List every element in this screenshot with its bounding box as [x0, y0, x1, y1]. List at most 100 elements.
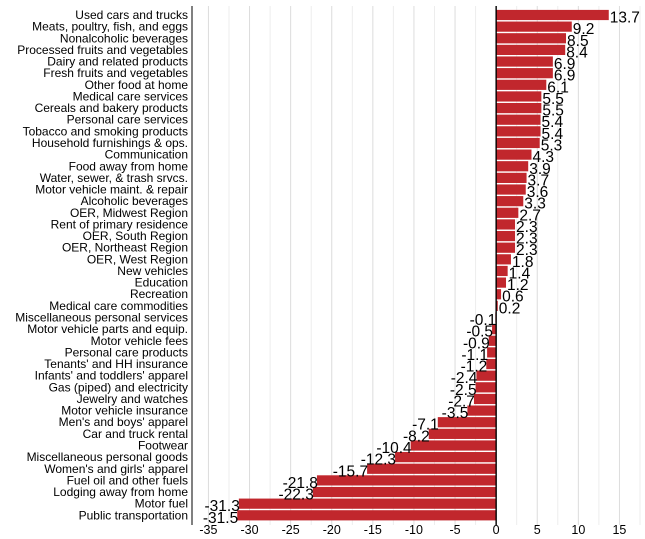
value-label: 1.4 [509, 265, 531, 282]
bars [237, 9, 609, 521]
value-label: -12.3 [361, 452, 396, 469]
category-label: Personal care products [65, 345, 188, 359]
value-label: -15.7 [333, 463, 368, 480]
x-tick-label: -15 [364, 523, 382, 537]
bar [475, 382, 497, 393]
category-label: Medical care commodities [49, 299, 188, 313]
value-label: 5.4 [542, 114, 564, 131]
value-label: 3.6 [527, 184, 549, 201]
x-tick-label: -35 [199, 523, 217, 537]
category-label: Footwear [138, 438, 188, 452]
bar [496, 137, 540, 149]
bar [496, 289, 502, 300]
value-label: 2.3 [516, 231, 538, 248]
value-label: -1.2 [461, 359, 488, 376]
bar [496, 161, 529, 172]
value-label: 8.5 [567, 33, 589, 50]
value-label: -0.5 [466, 324, 493, 341]
bar [496, 184, 526, 195]
value-label: 3.9 [529, 161, 551, 178]
category-label: Food away from home [69, 159, 189, 173]
value-label: 0.6 [502, 289, 524, 306]
value-label: 5.5 [542, 103, 564, 120]
bar [496, 21, 572, 32]
value-label: -3.5 [442, 405, 469, 422]
bar [496, 44, 566, 56]
category-label: Household furnishings & ops. [32, 136, 188, 150]
bar [486, 358, 497, 370]
category-label: Alcoholic beverages [81, 194, 188, 208]
bar [488, 335, 497, 346]
category-label: Motor vehicle fees [91, 334, 188, 348]
value-label: 3.3 [524, 196, 546, 213]
category-label: Education [135, 276, 188, 290]
value-label: -21.8 [283, 475, 318, 492]
category-label: Lodging away from home [53, 485, 188, 499]
value-label: 6.9 [554, 68, 576, 85]
category-label: Fuel oil and other fuels [67, 473, 188, 487]
bar [496, 265, 508, 277]
x-tick-label: 10 [571, 523, 585, 537]
bar [410, 440, 497, 451]
value-label: -0.1 [470, 312, 497, 329]
x-tick-label: -5 [449, 523, 460, 537]
bar [496, 33, 567, 44]
bar [496, 114, 541, 125]
bar [496, 91, 542, 102]
value-label: -7.1 [412, 417, 439, 434]
value-label: 9.2 [573, 21, 595, 38]
bar [496, 219, 516, 230]
category-label: Nonalcoholic beverages [60, 31, 188, 45]
bar [496, 68, 553, 79]
bar [496, 254, 511, 265]
value-label: 1.2 [507, 277, 529, 294]
value-label: 3.7 [528, 172, 550, 189]
value-label: -0.9 [463, 335, 490, 352]
category-label: Water, sewer, & trash srvcs. [40, 171, 188, 185]
category-label: OER, West Region [87, 252, 188, 266]
bar [367, 463, 497, 474]
category-label: New vehicles [117, 264, 188, 278]
category-label: Fresh fruits and vegetables [43, 66, 188, 80]
category-label: Communication [105, 148, 188, 162]
bar [496, 196, 524, 207]
bar [428, 428, 497, 439]
bar [496, 242, 516, 253]
value-label: 2.7 [519, 207, 541, 224]
value-label: 6.1 [547, 79, 569, 96]
x-tick-label: -10 [405, 523, 423, 537]
bar [496, 230, 516, 242]
value-label: -2.4 [451, 370, 478, 387]
category-label: Gas (piped) and electricity [49, 380, 188, 394]
x-axis-ticks: -35 -30 -25 -20 -15 -10 -5 0 5 10 15 [199, 523, 626, 537]
bar [496, 300, 498, 311]
category-label: Medical care services [73, 89, 188, 103]
bar [395, 452, 497, 463]
value-label: 2.3 [516, 219, 538, 236]
category-label: Miscellaneous personal goods [27, 450, 188, 464]
bar [492, 324, 497, 335]
bar [476, 370, 497, 381]
value-label: -8.2 [403, 428, 430, 445]
bar [496, 102, 542, 114]
value-label: 1.8 [512, 254, 534, 271]
category-label: OER, Midwest Region [70, 206, 188, 220]
bar [316, 475, 497, 486]
bar [496, 126, 541, 137]
value-label: 2.3 [516, 242, 538, 259]
value-label: 5.5 [542, 91, 564, 108]
category-label: Dairy and related products [47, 55, 188, 69]
x-tick-label: 5 [534, 523, 541, 537]
x-tick-label: -25 [282, 523, 300, 537]
category-label: Miscellaneous personal services [15, 311, 188, 325]
category-label: Personal care services [67, 113, 188, 127]
category-label: Cereals and bakery products [35, 101, 188, 115]
value-label: -2.7 [448, 393, 475, 410]
value-label: 6.9 [554, 56, 576, 73]
category-label: OER, Northeast Region [62, 241, 188, 255]
value-label: -1.1 [461, 347, 488, 364]
category-label: Rent of primary residence [51, 217, 189, 231]
value-label: -31.3 [205, 498, 240, 515]
